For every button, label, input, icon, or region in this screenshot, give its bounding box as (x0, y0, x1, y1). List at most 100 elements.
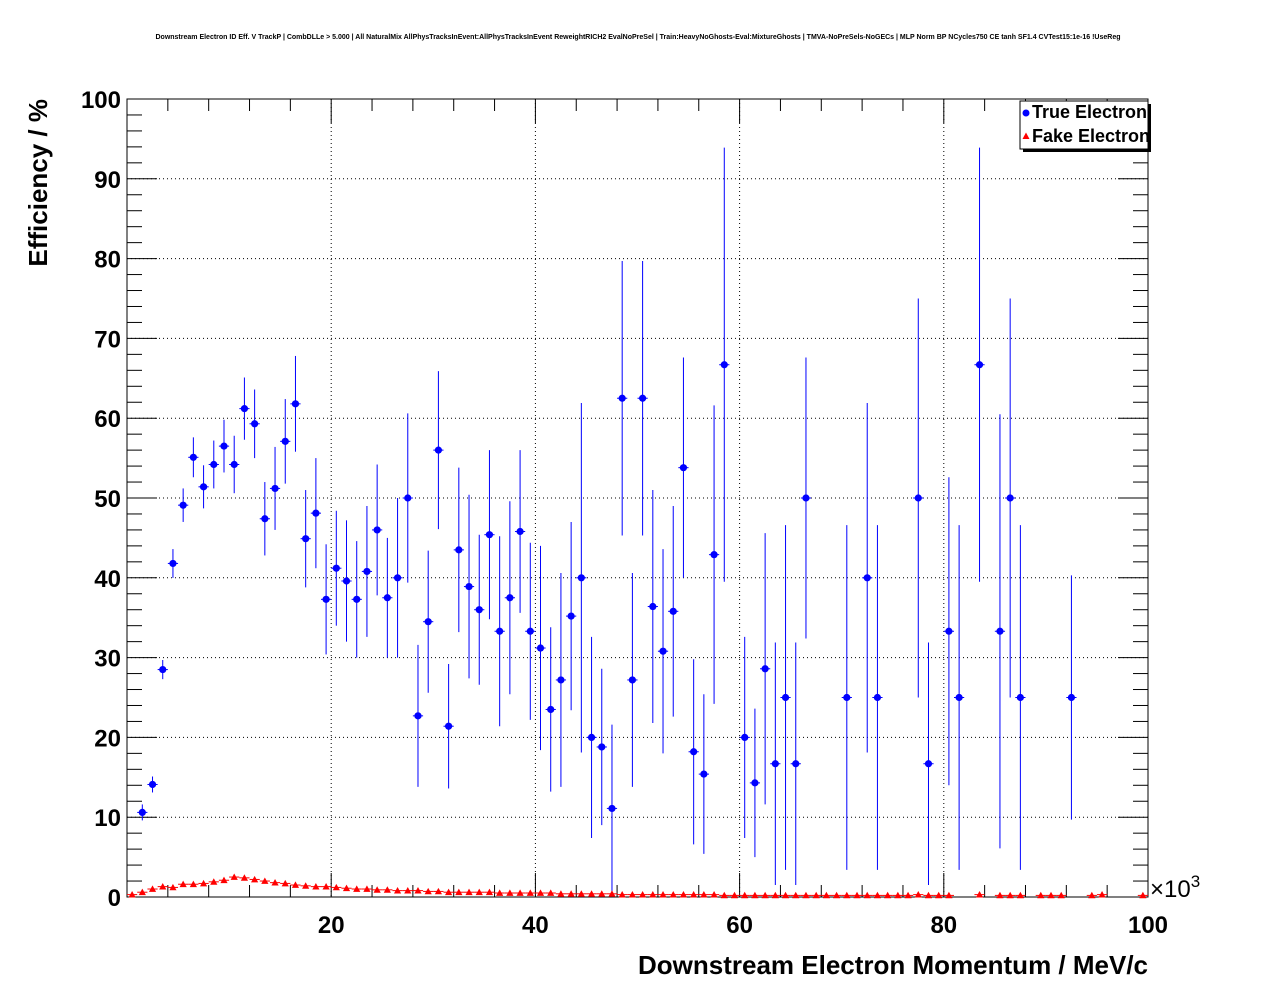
data-point (822, 891, 830, 899)
data-point (159, 665, 167, 674)
y-tick-label: 80 (94, 247, 121, 274)
data-point (261, 515, 269, 523)
data-point (924, 760, 933, 768)
data-point (138, 808, 146, 817)
data-point (475, 606, 483, 614)
chart-title: Downstream Electron ID Eff. V TrackP | C… (155, 34, 1121, 41)
data-point (128, 891, 136, 898)
data-point (914, 494, 922, 502)
data-point (649, 891, 657, 898)
data-point (506, 594, 514, 602)
data-point (251, 420, 259, 428)
data-point (832, 891, 841, 899)
data-point (690, 748, 698, 756)
data-point (996, 627, 1004, 635)
data-point (1047, 891, 1055, 899)
legend-marker-fake-electron (1022, 132, 1030, 139)
data-point (210, 878, 218, 885)
data-point (251, 875, 259, 883)
data-point (792, 891, 800, 899)
y-tick-label: 10 (94, 805, 121, 832)
x-tick-label: 100 (1128, 912, 1168, 939)
data-point (873, 891, 882, 899)
data-point (148, 885, 157, 892)
data-point (271, 484, 279, 493)
data-point (485, 531, 494, 539)
y-tick-label: 100 (81, 87, 121, 114)
data-point (465, 582, 473, 591)
data-point (659, 891, 667, 898)
data-point (628, 676, 636, 684)
data-point (639, 891, 647, 898)
data-point (179, 501, 187, 509)
data-point (332, 564, 340, 572)
data-point (220, 442, 228, 450)
data-point (669, 607, 677, 615)
data-point (567, 612, 575, 620)
data-point (781, 693, 790, 702)
data-point (516, 889, 524, 896)
data-point (853, 891, 861, 899)
data-point (353, 885, 361, 892)
data-point (169, 559, 177, 568)
data-point (567, 890, 575, 897)
data-point (393, 574, 402, 582)
data-point (424, 618, 432, 626)
x-axis-exponent-base: ×10 (1150, 876, 1191, 903)
data-point (179, 880, 187, 888)
data-point (342, 577, 351, 585)
legend-marker-true-electron (1022, 109, 1030, 117)
data-point (302, 535, 310, 543)
data-point (608, 890, 616, 897)
data-point (189, 880, 197, 888)
data-point (230, 460, 238, 469)
data-point (434, 446, 443, 454)
y-tick-label: 30 (94, 646, 121, 673)
data-point (1067, 693, 1076, 702)
data-point (843, 693, 851, 702)
data-point (771, 760, 779, 768)
data-point (526, 889, 534, 896)
data-point (577, 574, 585, 582)
data-point (465, 888, 473, 896)
data-point (1016, 891, 1024, 899)
data-point (945, 627, 953, 635)
data-point (557, 890, 565, 897)
grid (127, 99, 1148, 897)
data-point (628, 891, 636, 898)
x-tick-label: 80 (930, 912, 957, 939)
data-point (1006, 891, 1014, 899)
data-point (445, 722, 453, 730)
data-point (302, 882, 310, 889)
legend: True Electron Fake Electron (1019, 100, 1151, 152)
data-point (475, 888, 483, 896)
data-point (884, 891, 892, 899)
data-point (281, 879, 289, 887)
data-point (639, 394, 647, 402)
data-point (730, 891, 739, 899)
data-point (812, 891, 820, 899)
data-point (781, 891, 790, 899)
data-point (404, 494, 412, 502)
data-point (312, 883, 320, 890)
data-point (281, 437, 289, 445)
plot-frame (126, 98, 1149, 898)
data-point (138, 888, 146, 896)
x-axis-exponent-power: 3 (1191, 872, 1200, 891)
data-point (536, 889, 545, 896)
data-point (424, 887, 432, 895)
data-point (455, 888, 463, 896)
data-point (761, 891, 769, 899)
data-point (1057, 891, 1065, 899)
data-point (414, 887, 422, 894)
data-point (577, 890, 585, 897)
data-point (863, 891, 871, 899)
data-point (220, 876, 228, 884)
data-point (669, 891, 677, 898)
data-point (230, 873, 238, 880)
data-point (996, 891, 1004, 899)
data-point (342, 884, 351, 892)
data-point (383, 594, 391, 602)
data-point (414, 712, 422, 720)
